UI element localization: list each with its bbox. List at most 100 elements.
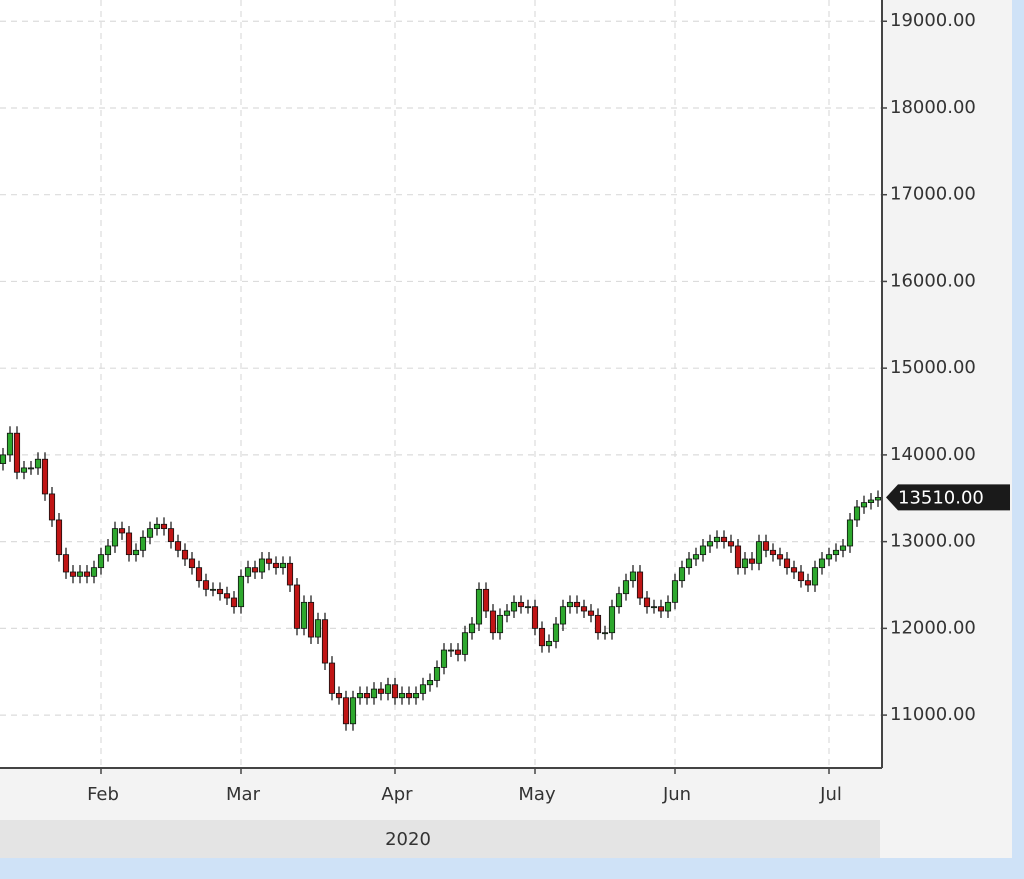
candle-body: [300, 601, 308, 629]
year-band-end: [880, 820, 1012, 858]
candle-body: [818, 558, 826, 569]
candle-body: [650, 606, 658, 609]
year-band: [0, 820, 880, 858]
candle-body: [636, 571, 644, 599]
y-tick-label: 17000.00: [890, 184, 976, 205]
candle-body: [601, 632, 609, 635]
x-tick-label: Jun: [662, 784, 691, 805]
candle-body: [762, 541, 770, 551]
candle-body: [153, 523, 161, 530]
candle-body: [209, 588, 217, 591]
candle-body: [237, 575, 245, 608]
candle-body: [97, 554, 105, 569]
candle-body: [566, 601, 574, 608]
last-price-label: 13510.00: [898, 487, 984, 508]
candle-body: [286, 562, 294, 586]
candle-body: [741, 558, 749, 569]
candle-body: [776, 554, 784, 560]
candle-body: [615, 593, 623, 608]
candle-body: [384, 684, 392, 694]
grid: [0, 0, 882, 768]
candle-body: [335, 693, 343, 699]
candle-body: [531, 606, 539, 629]
candle-body: [720, 536, 728, 543]
candle-body: [496, 614, 504, 634]
y-tick-label: 16000.00: [890, 270, 976, 291]
candle-body: [797, 571, 805, 582]
candle-body: [475, 588, 483, 625]
candle-body: [503, 610, 511, 616]
candle-body: [804, 580, 812, 586]
candle-body: [314, 619, 322, 638]
candle-body: [132, 549, 140, 556]
candle-body: [370, 688, 378, 699]
y-tick-label: 11000.00: [890, 704, 976, 725]
candle-body: [69, 571, 77, 577]
axes: 11000.00 12000.00 13000.00 14000.00 15000.00…: [87, 10, 1010, 805]
candle-body: [433, 666, 441, 681]
candle-body: [685, 558, 693, 569]
candle-body: [671, 580, 679, 603]
candles: [0, 426, 882, 731]
candle-body: [699, 545, 707, 556]
candle-body: [251, 567, 259, 573]
candle-body: [839, 545, 847, 551]
candle-body: [62, 554, 70, 573]
candle-body: [328, 662, 336, 694]
candle-body: [629, 571, 637, 582]
candle-body: [811, 567, 819, 586]
x-tick-label: Jul: [819, 784, 842, 805]
candle-body: [468, 623, 476, 634]
x-tick-label: Apr: [381, 784, 413, 805]
candle-body: [622, 580, 630, 595]
candle-body: [874, 497, 882, 501]
candle-body: [6, 432, 14, 456]
candle-body: [20, 467, 28, 473]
candle-body: [0, 454, 7, 464]
candle-body: [510, 601, 518, 612]
candle-body: [790, 567, 798, 573]
candle-body: [426, 680, 434, 686]
candle-body: [349, 697, 357, 725]
y-tick-label: 19000.00: [890, 10, 976, 31]
candle-body: [559, 606, 567, 625]
candle-body: [545, 640, 553, 647]
candle-body: [489, 610, 497, 634]
x-axis-background: [0, 768, 1012, 820]
last-price-tag: [886, 484, 1010, 511]
candle-body: [419, 684, 427, 694]
candle-body: [265, 558, 273, 564]
candle-body: [832, 549, 840, 556]
candle-body: [713, 536, 721, 543]
x-tick-label: Mar: [226, 784, 261, 805]
candle-body: [825, 554, 833, 560]
candle-body: [587, 610, 595, 616]
x-tick-label: Feb: [87, 784, 119, 805]
candle-body: [391, 684, 399, 699]
candle-body: [188, 558, 196, 569]
candle-body: [524, 606, 532, 609]
candle-body: [461, 632, 469, 655]
candle-body: [678, 567, 686, 582]
candle-body: [90, 567, 98, 577]
candle-body: [440, 649, 448, 668]
candle-body: [853, 506, 861, 521]
candle-body: [55, 519, 63, 556]
y-axis-background: [882, 0, 1012, 768]
candle-body: [76, 571, 84, 577]
candle-body: [293, 584, 301, 629]
candle-body: [846, 519, 854, 547]
candle-body: [48, 493, 56, 521]
candle-body: [398, 693, 406, 699]
candle-body: [356, 693, 364, 699]
y-tick-label: 13000.00: [890, 531, 976, 552]
candle-body: [27, 467, 35, 470]
candle-body: [167, 528, 175, 543]
candle-body: [125, 532, 133, 556]
candle-body: [517, 601, 525, 608]
candle-body: [272, 562, 280, 569]
candle-body: [538, 627, 546, 647]
candle-body: [377, 688, 385, 694]
y-tick-label: 12000.00: [890, 617, 976, 638]
candle-body: [657, 606, 665, 612]
